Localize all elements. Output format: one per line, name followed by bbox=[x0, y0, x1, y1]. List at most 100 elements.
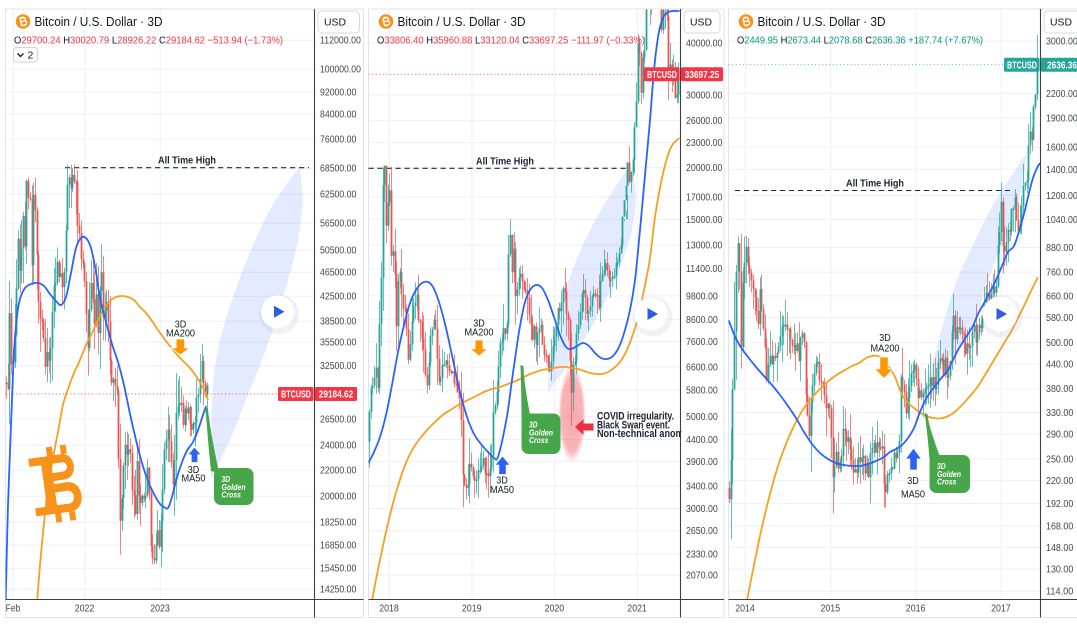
svg-text:5800.00: 5800.00 bbox=[686, 386, 718, 397]
svg-text:100000.00: 100000.00 bbox=[320, 65, 361, 76]
svg-text:1600.00: 1600.00 bbox=[1046, 142, 1077, 153]
svg-text:3000.00: 3000.00 bbox=[1046, 37, 1077, 48]
svg-text:Cross: Cross bbox=[529, 435, 549, 445]
svg-text:56500.00: 56500.00 bbox=[320, 219, 357, 230]
svg-text:20000.00: 20000.00 bbox=[686, 163, 723, 174]
svg-text:50500.00: 50500.00 bbox=[320, 246, 357, 257]
svg-text:42500.00: 42500.00 bbox=[320, 292, 357, 303]
svg-text:2330.00: 2330.00 bbox=[686, 549, 718, 560]
svg-text:USD: USD bbox=[690, 18, 712, 29]
svg-text:Cross: Cross bbox=[937, 477, 957, 487]
svg-text:500.00: 500.00 bbox=[1046, 338, 1074, 349]
svg-text:2018: 2018 bbox=[379, 604, 399, 615]
svg-text:38500.00: 38500.00 bbox=[320, 317, 357, 328]
svg-text:7600.00: 7600.00 bbox=[686, 337, 718, 348]
svg-text:All Time High: All Time High bbox=[476, 155, 534, 167]
svg-text:17000.00: 17000.00 bbox=[686, 192, 723, 203]
svg-text:MA50: MA50 bbox=[182, 474, 206, 485]
svg-text:BTCUSD: BTCUSD bbox=[647, 70, 677, 81]
svg-text:168.00: 168.00 bbox=[1046, 522, 1074, 533]
svg-text:2020: 2020 bbox=[545, 604, 565, 615]
svg-text:2014: 2014 bbox=[735, 604, 755, 615]
svg-text:Cross: Cross bbox=[222, 490, 242, 500]
svg-text:All Time High: All Time High bbox=[846, 178, 904, 190]
svg-text:2070.00: 2070.00 bbox=[686, 571, 718, 582]
svg-text:2021: 2021 bbox=[627, 604, 647, 615]
svg-text:13000.00: 13000.00 bbox=[686, 241, 723, 252]
svg-text:8600.00: 8600.00 bbox=[686, 315, 718, 326]
svg-text:250.00: 250.00 bbox=[1046, 455, 1074, 466]
svg-text:192.00: 192.00 bbox=[1046, 499, 1074, 510]
svg-text:148.00: 148.00 bbox=[1046, 543, 1074, 554]
svg-text:Bitcoin / U.S. Dollar · 3D: Bitcoin / U.S. Dollar · 3D bbox=[35, 14, 163, 29]
svg-text:33697.25: 33697.25 bbox=[685, 70, 720, 81]
svg-text:O33806.40 H35960.88 L33120.04: O33806.40 H35960.88 L33120.04 C33697.25 … bbox=[377, 35, 645, 47]
svg-text:15000.00: 15000.00 bbox=[686, 215, 723, 226]
svg-text:11400.00: 11400.00 bbox=[686, 264, 723, 275]
svg-text:6600.00: 6600.00 bbox=[686, 362, 718, 373]
svg-text:MA50: MA50 bbox=[490, 485, 514, 496]
svg-text:Bitcoin / U.S. Dollar · 3D: Bitcoin / U.S. Dollar · 3D bbox=[758, 14, 886, 29]
svg-text:880.00: 880.00 bbox=[1046, 243, 1074, 254]
svg-text:35500.00: 35500.00 bbox=[320, 338, 357, 349]
svg-text:BTCUSD: BTCUSD bbox=[281, 390, 311, 401]
svg-text:760.00: 760.00 bbox=[1046, 268, 1074, 279]
svg-text:Bitcoin / U.S. Dollar · 3D: Bitcoin / U.S. Dollar · 3D bbox=[398, 14, 526, 29]
svg-text:46500.00: 46500.00 bbox=[320, 268, 357, 279]
svg-text:9800.00: 9800.00 bbox=[686, 291, 718, 302]
svg-text:380.00: 380.00 bbox=[1046, 384, 1074, 395]
svg-text:2636.36: 2636.36 bbox=[1047, 60, 1077, 71]
svg-text:68500.00: 68500.00 bbox=[320, 164, 357, 175]
svg-text:15450.00: 15450.00 bbox=[320, 564, 357, 575]
svg-text:62500.00: 62500.00 bbox=[320, 190, 357, 201]
svg-text:All Time High: All Time High bbox=[158, 155, 216, 167]
svg-text:2016: 2016 bbox=[906, 604, 926, 615]
svg-text:2200.00: 2200.00 bbox=[1046, 89, 1077, 100]
svg-text:3900.00: 3900.00 bbox=[686, 457, 718, 468]
svg-text:440.00: 440.00 bbox=[1046, 360, 1074, 371]
svg-text:92000.00: 92000.00 bbox=[320, 88, 357, 99]
svg-text:76000.00: 76000.00 bbox=[320, 135, 357, 146]
svg-text:660.00: 660.00 bbox=[1046, 291, 1074, 302]
svg-text:26000.00: 26000.00 bbox=[686, 116, 723, 127]
svg-text:112000.00: 112000.00 bbox=[320, 36, 361, 47]
svg-text:26500.00: 26500.00 bbox=[320, 415, 357, 426]
svg-text:23000.00: 23000.00 bbox=[686, 138, 723, 149]
svg-text:84000.00: 84000.00 bbox=[320, 110, 357, 121]
svg-text:BTCUSD: BTCUSD bbox=[1007, 60, 1037, 71]
svg-text:1400.00: 1400.00 bbox=[1046, 165, 1077, 176]
svg-text:USD: USD bbox=[1050, 18, 1072, 29]
svg-text:O29700.24 H30020.79 L28926.22: O29700.24 H30020.79 L28926.22 C29184.62 … bbox=[14, 35, 283, 47]
svg-text:1200.00: 1200.00 bbox=[1046, 191, 1077, 202]
svg-text:3400.00: 3400.00 bbox=[686, 481, 718, 492]
svg-text:30000.00: 30000.00 bbox=[686, 90, 723, 101]
svg-text:22000.00: 22000.00 bbox=[320, 466, 357, 477]
svg-text:3D: 3D bbox=[879, 333, 891, 344]
svg-text:290.00: 290.00 bbox=[1046, 430, 1074, 441]
svg-text:1900.00: 1900.00 bbox=[1046, 114, 1077, 125]
svg-text:MA200: MA200 bbox=[465, 328, 494, 339]
svg-text:MA200: MA200 bbox=[871, 344, 900, 355]
svg-text:114.00: 114.00 bbox=[1046, 587, 1074, 598]
svg-text:2022: 2022 bbox=[75, 604, 95, 615]
svg-text:220.00: 220.00 bbox=[1046, 476, 1074, 487]
svg-text:40000.00: 40000.00 bbox=[686, 39, 723, 50]
svg-text:1040.00: 1040.00 bbox=[1046, 215, 1077, 226]
svg-text:580.00: 580.00 bbox=[1046, 313, 1074, 324]
svg-text:330.00: 330.00 bbox=[1046, 408, 1074, 419]
svg-text:2017: 2017 bbox=[991, 604, 1011, 615]
svg-text:24000.00: 24000.00 bbox=[320, 441, 357, 452]
svg-text:O2449.95 H2673.44 L2078.68 C26: O2449.95 H2673.44 L2078.68 C2636.36 +187… bbox=[737, 35, 983, 47]
svg-text:5000.00: 5000.00 bbox=[686, 412, 718, 423]
svg-text:2015: 2015 bbox=[821, 604, 841, 615]
svg-text:USD: USD bbox=[324, 18, 346, 29]
svg-text:2650.00: 2650.00 bbox=[686, 526, 718, 537]
svg-text:MA200: MA200 bbox=[166, 328, 195, 339]
svg-text:3D: 3D bbox=[907, 476, 919, 487]
svg-text:29184.62: 29184.62 bbox=[319, 390, 354, 401]
svg-text:32500.00: 32500.00 bbox=[320, 361, 357, 372]
svg-text:3000.00: 3000.00 bbox=[686, 504, 718, 515]
svg-text:MA50: MA50 bbox=[901, 490, 925, 501]
svg-text:16850.00: 16850.00 bbox=[320, 541, 357, 552]
svg-text:18250.00: 18250.00 bbox=[320, 518, 357, 529]
